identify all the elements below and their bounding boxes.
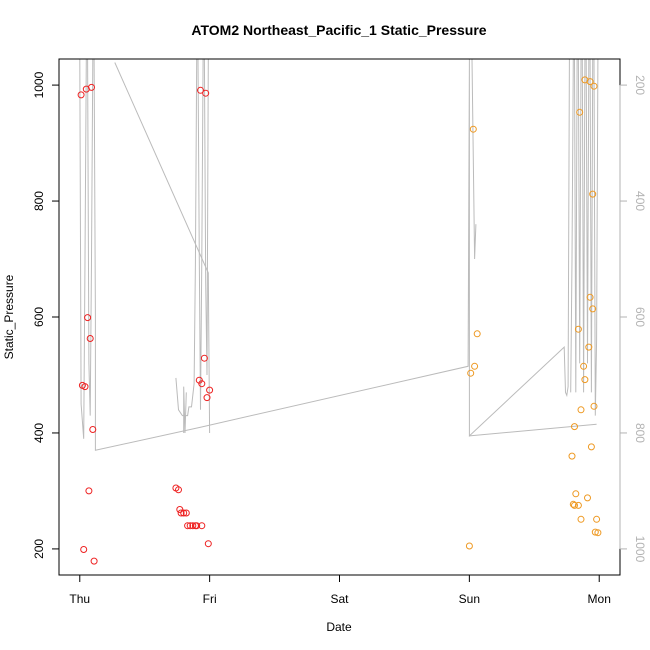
point-orange-14 [581, 376, 589, 384]
point-red-28 [203, 394, 211, 402]
point-orange-19 [587, 443, 595, 451]
x-tick-label-1: Fri [203, 592, 217, 606]
point-orange-18 [571, 423, 578, 431]
point-red-8 [85, 487, 93, 495]
plot-area: Thu Fri Sat Sun Mon 200 400 600 800 1000 200 400 600… [32, 58, 647, 606]
point-orange-5 [576, 108, 584, 116]
x-tick-label-0: Thu [69, 592, 90, 606]
point-orange-4 [465, 542, 473, 550]
point-orange-9 [589, 190, 597, 198]
point-red-17 [184, 522, 192, 530]
point-red-27 [200, 354, 208, 362]
point-orange-10 [586, 293, 594, 301]
point-orange-24 [574, 501, 582, 509]
point-orange-0 [469, 125, 477, 133]
y2-tick-label-0: 200 [633, 75, 647, 95]
point-orange-26 [577, 515, 585, 523]
point-orange-28 [591, 528, 599, 536]
point-red-24 [202, 89, 210, 97]
point-orange-20 [568, 452, 576, 460]
point-red-7 [89, 426, 97, 433]
y-axis-label: Static_Pressure [2, 274, 16, 359]
y-tick-label-3: 800 [32, 191, 46, 211]
point-orange-23 [571, 501, 578, 509]
track-line-8 [469, 423, 597, 437]
point-orange-16 [590, 402, 598, 410]
point-orange-13 [580, 362, 588, 370]
point-orange-15 [585, 343, 593, 351]
point-red-2 [88, 83, 95, 91]
track-line-0 [114, 62, 211, 434]
point-orange-8 [590, 82, 598, 90]
track-line-1 [79, 58, 87, 439]
track-line-7 [570, 58, 599, 416]
point-red-0 [77, 91, 85, 99]
y-tick-label-0: 200 [32, 539, 46, 559]
x-tick-label-4: Mon [588, 592, 611, 606]
point-orange-27 [593, 515, 601, 523]
y2-tick-label-1: 400 [633, 191, 647, 211]
point-orange-11 [589, 305, 597, 313]
y2-tick-label-3: 800 [633, 423, 647, 443]
point-orange-3 [473, 330, 481, 338]
x-axis-label: Date [326, 620, 352, 634]
point-red-16 [182, 509, 190, 517]
point-orange-22 [569, 500, 577, 508]
x-tick-label-3: Sun [459, 592, 480, 606]
point-red-26 [198, 380, 206, 388]
point-red-4 [81, 383, 89, 391]
point-red-6 [86, 335, 94, 342]
point-red-13 [176, 506, 184, 513]
y-tick-label-2: 600 [32, 307, 46, 327]
point-orange-25 [584, 494, 591, 502]
point-red-9 [80, 546, 88, 553]
y-tick-label-1: 400 [32, 423, 46, 443]
track-line-5 [183, 386, 187, 434]
point-orange-1 [467, 369, 475, 377]
track-line-3 [93, 58, 570, 451]
point-red-30 [204, 540, 212, 548]
point-red-5 [84, 314, 92, 322]
point-red-23 [197, 86, 204, 94]
point-red-29 [206, 386, 214, 394]
point-red-15 [180, 509, 188, 517]
y-tick-label-4: 1000 [32, 71, 46, 98]
point-orange-2 [471, 362, 479, 370]
point-red-14 [177, 509, 185, 517]
y2-tick-label-4: 1000 [633, 536, 647, 563]
point-orange-12 [574, 325, 582, 333]
track-line-2 [87, 58, 94, 416]
plot-frame [58, 58, 621, 576]
y2-tick-label-2: 600 [633, 307, 647, 327]
point-red-19 [189, 522, 197, 530]
point-red-12 [175, 486, 182, 494]
point-orange-21 [572, 490, 580, 498]
x-tick-label-2: Sat [330, 592, 349, 606]
point-orange-7 [586, 78, 594, 86]
point-orange-29 [594, 529, 602, 537]
point-red-10 [90, 557, 98, 565]
point-orange-17 [577, 406, 585, 414]
chart-title: ATOM2 Northeast_Pacific_1 Static_Pressur… [191, 22, 486, 38]
point-red-21 [193, 522, 201, 530]
track-line-6 [471, 58, 477, 260]
point-red-22 [198, 522, 206, 530]
